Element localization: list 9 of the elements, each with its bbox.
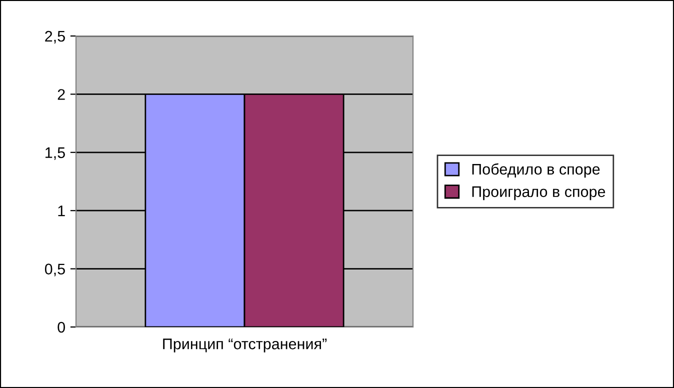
y-tick-label: 1,5 <box>46 147 65 160</box>
y-tick-label: 1 <box>58 206 65 216</box>
legend-label: Победило в споре <box>472 163 600 178</box>
x-tick-label: Принцип “отстранения” <box>163 338 327 352</box>
legend-label: Проиграло в споре <box>472 186 606 200</box>
y-tick-label: 0 <box>58 322 65 333</box>
y-tick-label: 2,5 <box>45 30 65 44</box>
y-tick-label: 2 <box>58 89 65 100</box>
y-tick-label: 0,5 <box>44 264 65 276</box>
